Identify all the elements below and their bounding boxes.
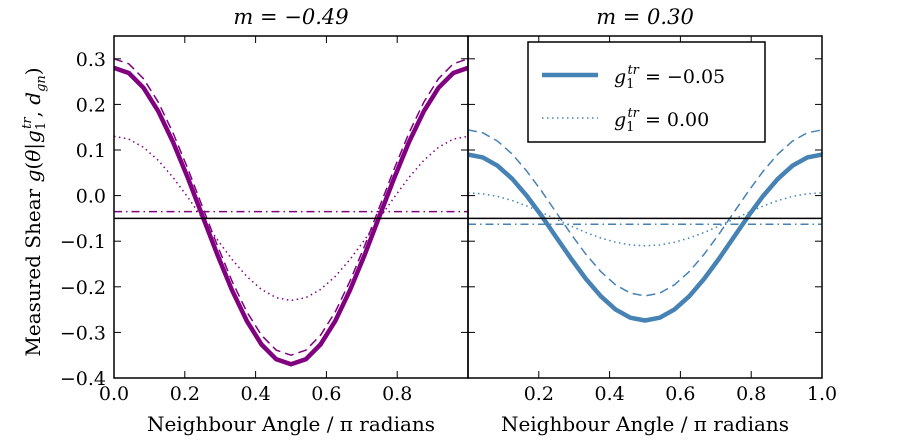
y-tick-label: 0.2 bbox=[76, 94, 106, 116]
x-tick-label: 1.0 bbox=[807, 383, 837, 405]
y-tick-label: −0.4 bbox=[60, 368, 106, 390]
y-tick-label: −0.1 bbox=[60, 231, 106, 253]
series-line-dashed-panel-1 bbox=[114, 58, 468, 356]
x-tick-label: 0.8 bbox=[736, 383, 766, 405]
y-tick-label: 0.3 bbox=[76, 49, 106, 71]
series-line-dashed-panel-2 bbox=[468, 129, 822, 297]
y-tick-label: −0.3 bbox=[60, 322, 106, 344]
y-tick-label: 0.0 bbox=[76, 186, 106, 208]
plot-frame-panel-2 bbox=[467, 35, 823, 379]
x-tick-label: 0.8 bbox=[382, 383, 412, 405]
legend-label-solid: g1tr = −0.05 bbox=[614, 63, 725, 92]
series-line-solid-panel-1 bbox=[114, 65, 468, 367]
x-tick-label: 0.0 bbox=[99, 383, 129, 405]
legend: g1tr = −0.05 g1tr = 0.00 bbox=[527, 41, 766, 143]
series-line-solid-panel-2 bbox=[468, 152, 822, 323]
x-tick-label: 0.6 bbox=[311, 383, 341, 405]
y-tick-label: 0.1 bbox=[76, 140, 106, 162]
x-tick-label: 0.4 bbox=[240, 383, 270, 405]
x-axis-label-panel-1: Neighbour Angle / π radians bbox=[147, 412, 435, 436]
y-axis-label-group: Measured Shear g(θ|g1tr, dgn) bbox=[20, 67, 49, 356]
legend-label-dotted: g1tr = 0.00 bbox=[614, 106, 709, 135]
x-tick-label: 0.4 bbox=[594, 383, 624, 405]
y-axis-label: Measured Shear g(θ|g1tr, dgn) bbox=[20, 67, 49, 356]
series-line-dotted-panel-2 bbox=[468, 192, 822, 247]
plot-frame-panel-1 bbox=[113, 35, 469, 379]
x-axis-label-panel-2: Neighbour Angle / π radians bbox=[501, 412, 789, 436]
panel-title-2: m = 0.30 bbox=[596, 5, 694, 29]
x-tick-label: 0.6 bbox=[665, 383, 695, 405]
panel-title-1: m = −0.49 bbox=[233, 5, 348, 29]
chart-area: 0.0 0.2 0.4 0.6 0.8 m = −0.49 Neighbour Angle … bbox=[60, 5, 837, 436]
y-tick-label: −0.2 bbox=[60, 277, 106, 299]
legend-frame bbox=[527, 41, 766, 143]
x-tick-label: 0.2 bbox=[524, 383, 554, 405]
x-tick-label: 0.2 bbox=[170, 383, 200, 405]
